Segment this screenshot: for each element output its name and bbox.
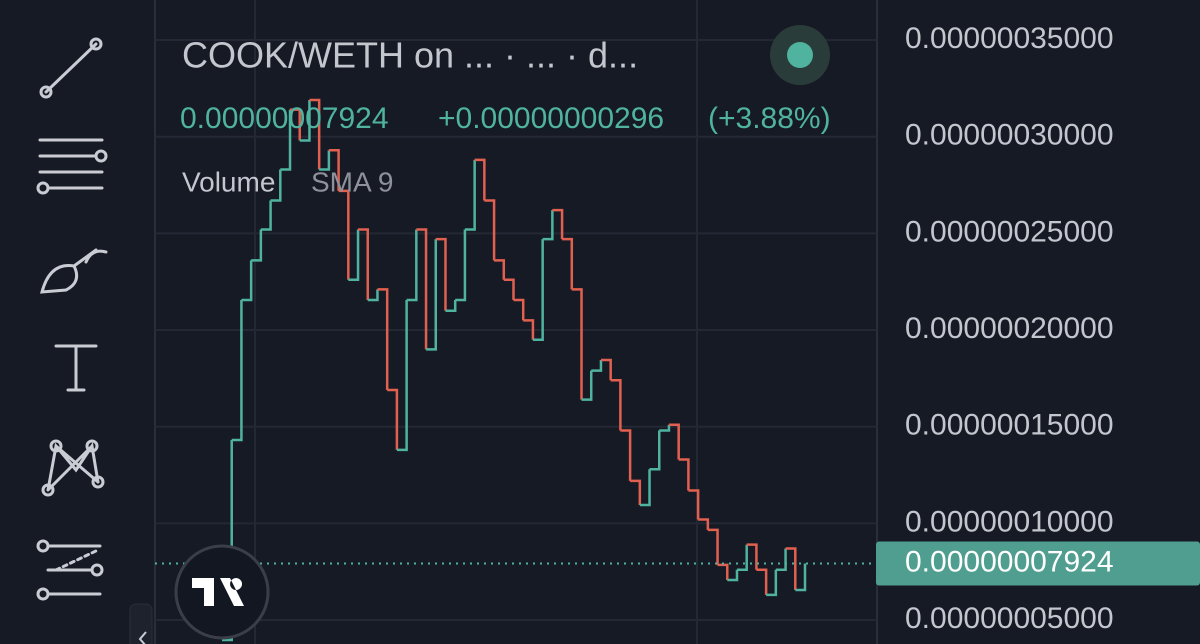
- price-segment: [503, 278, 515, 301]
- price-segment: [639, 469, 651, 507]
- tool-brush[interactable]: [40, 248, 108, 294]
- price: 0.00000007924: [180, 102, 389, 135]
- volume-label: Volume: [182, 166, 275, 197]
- price-segment: [542, 210, 554, 241]
- y-tick-label: 0.00000020000: [905, 312, 1114, 345]
- price-segment: [396, 300, 408, 452]
- price-segment: [571, 288, 583, 400]
- volume-sma-label: SMA 9: [311, 166, 393, 197]
- price-segment: [523, 319, 535, 340]
- price-segment: [775, 548, 787, 572]
- price-segment: [581, 370, 593, 401]
- price-segment: [290, 108, 301, 141]
- change: +0.00000000296: [438, 102, 664, 135]
- price-segment: [426, 239, 438, 351]
- price-segment: [280, 109, 292, 171]
- price-segment: [707, 528, 719, 565]
- price-segment: [251, 229, 263, 262]
- price-segment: [766, 569, 778, 597]
- price-segment: [464, 159, 476, 231]
- price-segment: [649, 430, 661, 471]
- price-segment: [532, 239, 544, 341]
- price-segment: [562, 237, 574, 290]
- collapse-toolbar[interactable]: [129, 603, 153, 644]
- price-segment: [455, 229, 467, 302]
- y-tick-label: 0.00000025000: [905, 215, 1114, 248]
- tool-fib[interactable]: [36, 138, 108, 195]
- tool-trendline[interactable]: [39, 37, 103, 99]
- price-segment: [319, 150, 331, 171]
- price-segment: [513, 298, 525, 321]
- y-tick-label: 0.00000035000: [905, 22, 1114, 55]
- price-segment: [309, 98, 321, 170]
- price-segment: [260, 200, 272, 231]
- price-segment: [338, 189, 350, 280]
- price-segment: [659, 424, 671, 432]
- plot: [155, 98, 877, 642]
- price-segment: [348, 229, 360, 282]
- price-segment: [222, 440, 233, 642]
- price-segment: [591, 359, 603, 372]
- price-segment: [785, 547, 797, 591]
- price-segment: [600, 358, 612, 381]
- price-segment: [668, 423, 680, 460]
- price-segment: [717, 563, 729, 581]
- price-segment: [610, 379, 622, 431]
- grid: [155, 39, 877, 622]
- price-segment: [387, 388, 399, 450]
- price-segment: [367, 289, 379, 302]
- price-segment: [727, 569, 739, 582]
- price-segment: [795, 563, 807, 592]
- price-segment: [377, 288, 389, 390]
- price-segment: [746, 543, 758, 570]
- logo: [192, 578, 244, 606]
- y-tick-label: 0.00000010000: [905, 505, 1114, 538]
- price-segment: [435, 237, 447, 311]
- price-segment: [328, 148, 340, 191]
- last-price-label: 0.00000007924: [905, 545, 1114, 578]
- price-segment: [406, 229, 418, 302]
- y-tick-label: 0.00000015000: [905, 409, 1114, 442]
- price-segment: [299, 99, 311, 142]
- logo-badge[interactable]: [174, 544, 270, 640]
- price-segment: [688, 489, 700, 520]
- tool-text[interactable]: [54, 344, 98, 392]
- y-tick-label: 0.00000005000: [905, 602, 1114, 635]
- price-segment: [270, 169, 282, 202]
- price-segment: [678, 458, 690, 491]
- price-segment: [358, 228, 369, 301]
- price-segment: [756, 568, 768, 595]
- price-segment: [474, 158, 486, 201]
- price-axis: 0.00000005000 0.00000010000 0.00000015000 0…: [876, 22, 1200, 635]
- price-segment: [630, 479, 642, 505]
- price-segment: [620, 429, 632, 481]
- y-tick-label: 0.00000030000: [905, 119, 1114, 152]
- price-segment: [416, 228, 428, 350]
- price-segment: [698, 518, 710, 530]
- price-segment: [445, 300, 457, 312]
- status-dot: [787, 42, 813, 68]
- tool-pattern[interactable]: [41, 439, 105, 497]
- tool-forecast[interactable]: [36, 539, 104, 601]
- price-segment: [552, 208, 564, 240]
- price-segment: [484, 199, 496, 261]
- change-percent: (+3.88%): [708, 102, 831, 135]
- price-segment: [736, 544, 748, 572]
- symbol-title: COOK/WETH on ... · ... · d...: [182, 35, 638, 76]
- price-segment: [241, 260, 253, 302]
- price-segment: [494, 259, 506, 280]
- price-segment: [231, 300, 243, 442]
- last-price-box: [876, 541, 1200, 586]
